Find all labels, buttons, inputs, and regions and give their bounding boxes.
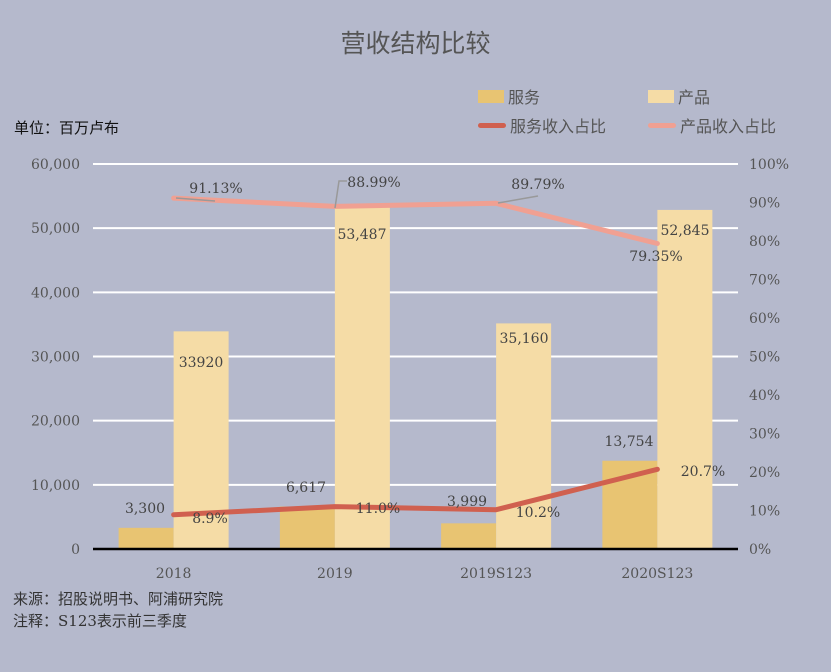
y-tick-label: 0 — [71, 542, 80, 558]
y-tick-label: 60,000 — [31, 157, 80, 173]
y2-tick-label: 70% — [749, 273, 780, 289]
service-ratio-label: 8.9% — [192, 511, 228, 527]
product-ratio-label: 79.35% — [629, 249, 682, 265]
service-ratio-label: 20.7% — [681, 464, 725, 480]
bar-product — [496, 323, 552, 549]
product-value-label: 52,845 — [661, 223, 710, 239]
y-tick-label: 10,000 — [31, 478, 80, 494]
product-value-label: 53,487 — [338, 227, 387, 243]
bar-service — [118, 527, 174, 549]
legend-swatch-service — [478, 89, 504, 103]
y-tick-label: 50,000 — [31, 221, 80, 237]
chart-title: 营收结构比较 — [340, 29, 491, 58]
legend-item-service: 服务 — [478, 84, 540, 108]
x-tick-label: 2020S123 — [621, 566, 693, 582]
y2-tick-label: 30% — [749, 427, 780, 443]
y2-tick-label: 0% — [749, 542, 771, 558]
unit-label: 单位：百万卢布 — [14, 119, 120, 137]
service-value-label: 3,999 — [447, 494, 487, 510]
legend-line-service-ratio — [478, 122, 506, 128]
product-ratio-label: 91.13% — [189, 181, 242, 197]
y2-tick-label: 10% — [749, 504, 780, 520]
y2-tick-label: 20% — [749, 465, 780, 481]
y-tick-label: 20,000 — [31, 414, 80, 430]
legend-item-product-ratio: 产品收入占比 — [648, 113, 776, 137]
legend-item-service-ratio: 服务收入占比 — [478, 113, 606, 137]
bar-product — [657, 209, 713, 549]
y2-tick-label: 50% — [749, 350, 780, 366]
leader-line — [175, 197, 216, 202]
x-tick-label: 2018 — [156, 566, 192, 582]
y2-tick-label: 40% — [749, 388, 780, 404]
y2-tick-label: 60% — [749, 311, 780, 327]
product-ratio-label: 88.99% — [347, 175, 400, 191]
y-tick-label: 30,000 — [31, 350, 80, 366]
service-ratio-label: 10.2% — [516, 505, 560, 521]
y2-tick-label: 100% — [749, 157, 789, 173]
product-ratio-label: 89.79% — [511, 177, 564, 193]
service-value-label: 6,617 — [286, 480, 326, 496]
legend-label: 产品收入占比 — [680, 117, 777, 136]
x-tick-label: 2019S123 — [460, 566, 532, 582]
source-note: 来源：招股说明书、阿浦研究院 — [13, 590, 224, 608]
product-value-label: 35,160 — [500, 331, 549, 347]
bar-service — [441, 523, 497, 549]
legend-label: 产品 — [678, 88, 711, 107]
service-value-label: 13,754 — [605, 434, 654, 450]
footnote: 注释：S123表示前三季度 — [13, 612, 187, 630]
service-ratio-line — [171, 466, 660, 518]
product-ratio-line — [171, 195, 660, 247]
y2-tick-label: 90% — [749, 196, 780, 212]
bar-service — [279, 506, 335, 549]
service-value-label: 3,300 — [125, 501, 165, 517]
y2-tick-label: 80% — [749, 234, 780, 250]
leader-line — [497, 195, 539, 204]
x-tick-label: 2019 — [317, 566, 353, 582]
legend-line-product-ratio — [648, 122, 676, 128]
y-tick-label: 40,000 — [31, 285, 80, 301]
legend-item-product: 产品 — [648, 84, 710, 108]
product-value-label: 33920 — [179, 355, 224, 371]
legend-label: 服务 — [508, 88, 541, 107]
leader-line — [334, 180, 347, 209]
service-ratio-label: 11.0% — [356, 501, 400, 517]
legend-swatch-product — [648, 89, 674, 103]
legend-label: 服务收入占比 — [510, 117, 607, 136]
bar-product — [334, 205, 390, 549]
